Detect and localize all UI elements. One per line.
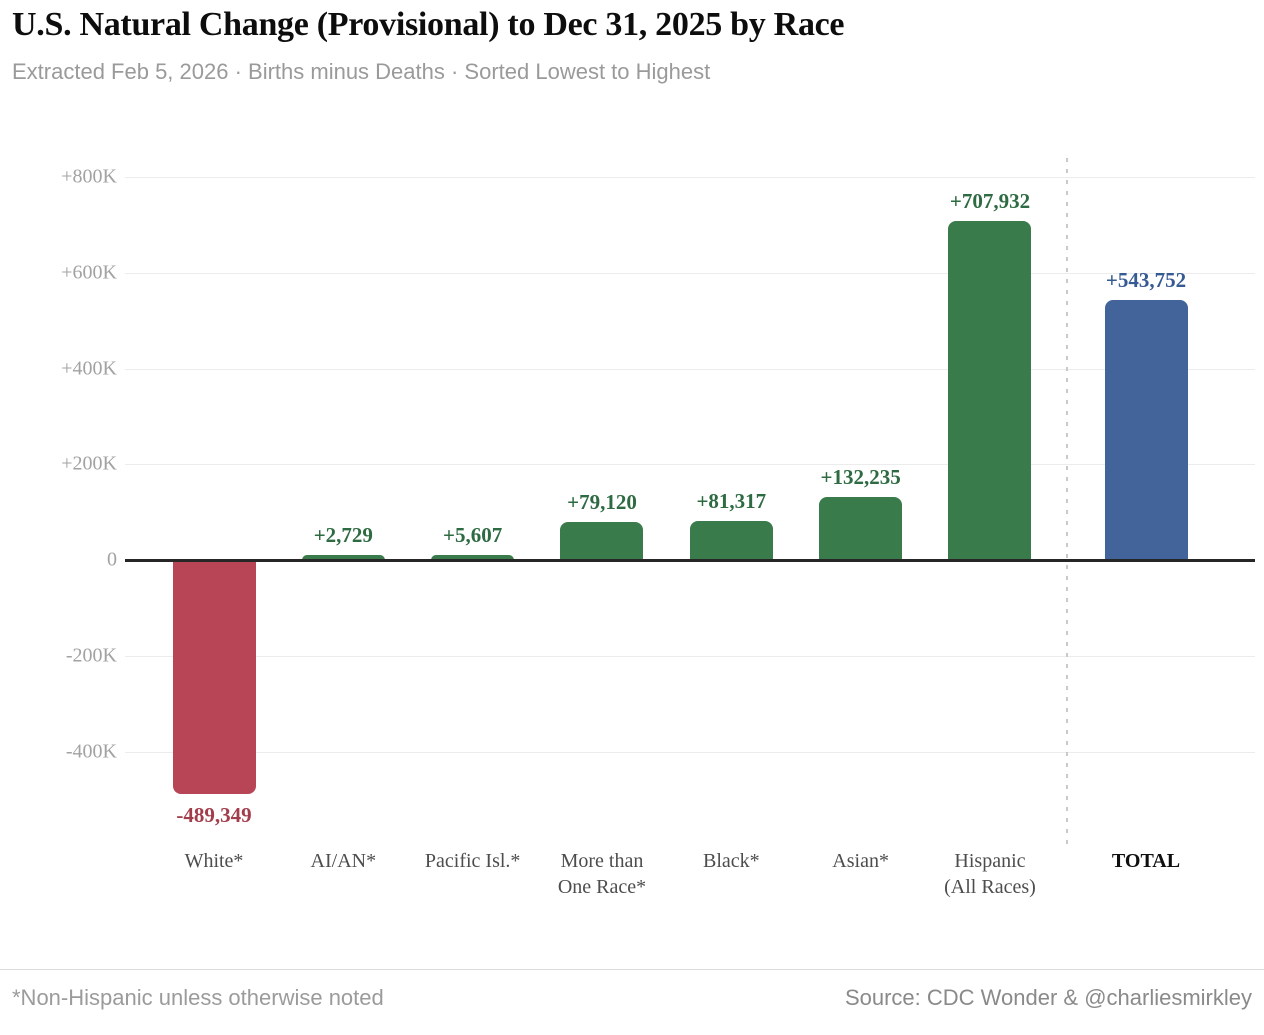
bar-black (689, 521, 773, 560)
source-credit: Source: CDC Wonder & @charliesmirkley (844, 985, 1252, 1010)
value-label-ai-an: +2,729 (313, 523, 373, 547)
category-label-pacific-isl: Pacific Isl.* (424, 850, 521, 872)
gridline-200k (125, 464, 1255, 466)
category-label-total: TOTAL (1111, 850, 1181, 872)
x-axis-zero-line (125, 558, 1255, 562)
bar-pacific-isl (431, 555, 515, 560)
value-label-white: -489,349 (176, 803, 252, 828)
y-axis-tick-label: +400K (61, 357, 117, 379)
category-label-asian: Asian* (832, 850, 889, 872)
value-label-asian: +132,235 (820, 464, 901, 489)
gridline-400k (125, 751, 1255, 753)
gridline-400k (125, 368, 1255, 370)
value-label-pacific-isl: +5,607 (443, 523, 503, 547)
y-axis-tick-label: +800K (61, 165, 117, 188)
value-label-total: +543,752 (1105, 267, 1187, 292)
footer-divider (0, 969, 1264, 970)
gridline-200k (125, 655, 1255, 657)
page-title: U.S. Natural Change (Provisional) to Dec… (12, 6, 845, 43)
value-label-hispanic-all-races: +707,932 (949, 189, 1031, 214)
page-subtitle: Extracted Feb 5, 2026 · Births minus Dea… (12, 59, 711, 84)
bar-hispanic-all-races (948, 221, 1032, 560)
bar-ai-an (301, 555, 385, 560)
category-label-more-than-one-race: More than One Race* (557, 850, 647, 898)
y-axis-tick-label: 0 (107, 548, 117, 571)
bar-more-than-one-race (560, 522, 644, 560)
y-axis-tick-label: +200K (61, 452, 117, 475)
total-separator-dashed-line (1066, 158, 1068, 845)
y-axis-tick-label: -400K (65, 740, 117, 762)
gridline-600k (125, 272, 1255, 274)
value-label-more-than-one-race: +79,120 (567, 490, 637, 515)
bar-white (172, 560, 256, 795)
bar-total (1104, 299, 1188, 560)
category-label-ai-an: AI/AN* (310, 850, 377, 872)
footnote: *Non-Hispanic unless otherwise noted (12, 985, 384, 1010)
category-label-black: Black* (702, 850, 760, 872)
gridline-800k (125, 177, 1255, 178)
category-label-hispanic-all-races: Hispanic (All Races) (944, 850, 1036, 898)
y-axis-tick-label: +600K (61, 261, 117, 284)
category-label-white: White* (184, 850, 244, 872)
y-axis-tick-label: -200K (65, 644, 117, 667)
value-label-black: +81,317 (696, 489, 767, 514)
bar-asian (819, 496, 903, 560)
